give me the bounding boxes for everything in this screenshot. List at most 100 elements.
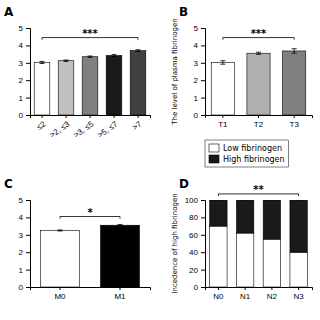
bar [34,62,50,115]
error-bar-part [292,53,297,54]
legend-label: High fibrinogen [223,155,285,164]
y-tick-label: 4 [194,41,199,50]
x-tick-mark [138,115,139,118]
y-tick: 5 [194,24,205,33]
error-bar [88,56,93,57]
y-tick-mark [26,80,30,81]
y-tick-label: 0 [194,111,199,120]
bar [101,225,140,287]
y-tick: 0 [19,283,30,292]
y-tick-mark [26,217,30,218]
error-bar-part [256,54,261,55]
y-tick: 3 [19,59,30,68]
x-tick-mark [66,115,67,118]
error-bar-part [64,60,69,61]
y-axis: 012345 [19,24,31,120]
x-tick-label: T1 [218,120,228,129]
error-bar [112,54,117,56]
bar-segment [263,200,280,239]
y-tick: 20 [189,266,205,275]
legend-frame [205,140,289,167]
x-tick: N0 [213,287,224,301]
x-tick-label: N3 [294,292,305,301]
error-bar-part [220,60,225,61]
y-tick-mark [26,252,30,253]
plot-area [211,49,306,115]
y-tick-mark [201,270,205,271]
y-tick: 5 [19,196,30,205]
y-tick: 40 [189,248,205,257]
error-bar-part [136,51,141,52]
y-tick-label: 60 [189,231,198,240]
x-tick-label: >5, ≤7 [96,119,120,140]
y-tick-label: 3 [19,231,24,240]
x-tick-label: T3 [289,120,299,129]
error-bar-part [88,57,93,58]
x-tick-mark [120,287,121,290]
legend-item: High fibrinogen [209,155,285,164]
x-tick: M0 [54,287,66,301]
error-bar [58,230,63,231]
y-tick: 0 [19,111,30,120]
bar-segment [290,252,307,287]
y-tick-label: 3 [194,59,199,68]
significance-text: *** [82,28,98,39]
x-tick-label: T2 [254,120,264,129]
y-tick-label: 3 [19,59,24,68]
legend-swatch [209,144,219,152]
y-tick-mark [201,287,205,288]
error-bar-part [136,49,141,50]
error-bar-part [118,225,123,226]
y-tick: 4 [19,213,30,222]
error-bar-part [40,63,45,64]
x-tick: T3 [289,115,299,129]
y-tick-label: 2 [194,76,199,85]
y-tick: 80 [189,213,205,222]
y-tick-mark [26,63,30,64]
x-tick: M1 [114,287,126,301]
x-tick: >2, ≤3 [48,115,72,140]
x-tick-mark [294,115,295,118]
y-tick-mark [26,200,30,201]
error-bar-part [58,230,63,231]
x-tick: T1 [218,115,228,129]
x-axis: M0 M1 [31,287,151,301]
x-tick-label: >3, ≤5 [72,119,96,140]
axis-line [26,201,31,288]
x-tick-mark [258,115,259,118]
y-tick-mark [201,217,205,218]
y-axis-label: The level of plasma fibrinogen [171,18,179,125]
error-bar-part [58,229,63,230]
bar-segment [210,226,227,287]
y-tick-mark [26,45,30,46]
y-tick: 100 [185,196,205,205]
error-bar-part [112,56,117,57]
error-bar [64,60,69,61]
y-tick-label: 0 [19,283,24,292]
y-tick: 2 [194,76,205,85]
bar [41,230,80,287]
panel-label: C [4,177,13,191]
x-tick: T2 [254,115,264,129]
y-tick-mark [26,115,30,116]
plot-area [34,50,146,115]
y-tick-label: 100 [185,196,199,205]
y-tick-mark [201,98,205,99]
bar-segment [210,200,227,226]
significance-text: ** [253,184,264,195]
y-tick: 0 [194,111,205,120]
y-tick: 5 [19,24,30,33]
x-tick-label: M0 [54,292,66,301]
y-tick-mark [26,287,30,288]
y-tick-mark [201,252,205,253]
x-tick-label: N1 [240,292,251,301]
y-tick-mark [201,235,205,236]
y-tick-label: 2 [19,76,24,85]
y-tick-mark [26,235,30,236]
x-tick-mark [271,287,272,290]
error-bar [256,52,261,54]
error-bar-part [118,224,123,225]
x-axis: ≤2>2, ≤3>3, ≤5>5, ≤7>7 [31,115,151,140]
legend-swatch [209,155,219,163]
error-bar [136,50,141,52]
